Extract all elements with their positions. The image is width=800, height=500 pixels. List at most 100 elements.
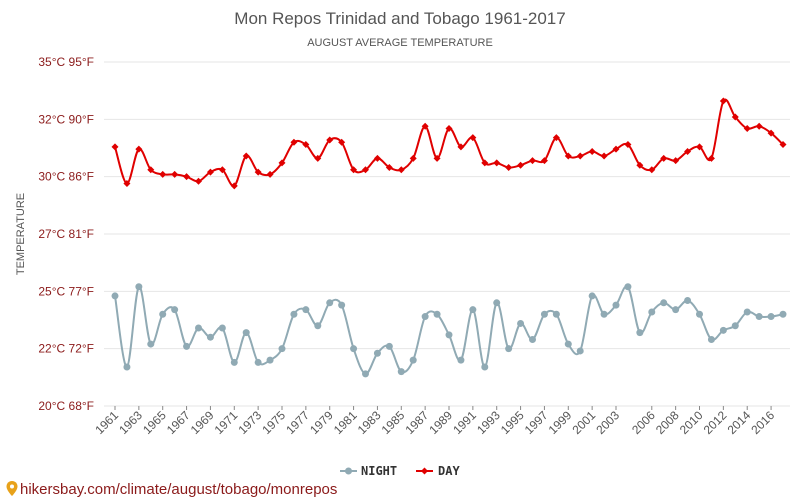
data-point-day xyxy=(254,168,262,176)
y-axis-ticks: 20°C 68°F 22°C 72°F 25°C 77°F 27°C 81°F 30°C… xyxy=(38,55,94,413)
x-tick-label: 1975 xyxy=(259,408,288,437)
data-point-day xyxy=(218,166,226,174)
x-tick-label: 1987 xyxy=(402,408,431,437)
data-point-night xyxy=(362,370,369,378)
data-point-day xyxy=(719,97,727,105)
x-tick-label: 1969 xyxy=(188,408,217,437)
data-point-night xyxy=(707,335,715,343)
data-point-night xyxy=(696,310,703,318)
data-point-day xyxy=(421,122,429,130)
data-point-night xyxy=(719,326,727,334)
chart-title: Mon Repos Trinidad and Tobago 1961-2017 xyxy=(234,9,565,28)
y-tick-label: 35°C 95°F xyxy=(38,55,94,69)
data-point-day xyxy=(111,143,119,151)
data-point-day xyxy=(278,159,286,167)
x-tick-label: 1993 xyxy=(474,408,503,437)
x-tick-label: 1961 xyxy=(92,408,121,437)
data-point-night xyxy=(111,292,119,300)
data-point-night xyxy=(326,299,334,307)
x-tick-label: 1971 xyxy=(212,408,241,437)
data-point-day xyxy=(314,154,322,162)
data-point-day xyxy=(612,145,620,153)
data-point-night xyxy=(731,322,739,330)
y-tick-label: 27°C 81°F xyxy=(38,227,94,241)
x-tick-label: 1995 xyxy=(498,408,527,437)
data-point-night xyxy=(469,306,477,314)
x-tick-label: 2014 xyxy=(725,408,754,437)
data-point-day xyxy=(648,166,656,174)
data-point-day xyxy=(171,170,179,178)
x-tick-label: 2006 xyxy=(629,408,658,437)
data-point-day xyxy=(779,141,787,149)
legend[interactable]: NIGHT DAY xyxy=(340,464,460,478)
data-point-day xyxy=(684,147,692,155)
data-point-night xyxy=(624,283,632,291)
legend-item-night[interactable]: NIGHT xyxy=(340,464,397,478)
x-tick-label: 1991 xyxy=(450,408,479,437)
data-point-night xyxy=(421,313,429,321)
y-tick-label: 30°C 86°F xyxy=(38,170,94,184)
watermark-link[interactable]: hikersbay.com/climate/august/tobago/monr… xyxy=(20,481,337,498)
data-point-day xyxy=(636,161,644,169)
x-tick-label: 1979 xyxy=(307,408,336,437)
data-point-day xyxy=(302,141,310,149)
data-point-night xyxy=(338,301,346,309)
data-point-night xyxy=(397,368,405,376)
legend-night-label: NIGHT xyxy=(361,464,397,478)
data-point-night xyxy=(576,347,584,355)
data-point-night xyxy=(302,306,310,314)
data-point-night xyxy=(171,306,179,314)
x-tick-label: 2016 xyxy=(748,408,777,437)
data-point-day xyxy=(469,134,477,142)
data-point-day xyxy=(397,166,405,174)
data-point-day xyxy=(624,141,632,149)
legend-night-marker xyxy=(345,467,352,475)
data-point-day xyxy=(731,113,739,121)
data-point-night xyxy=(230,358,238,366)
legend-item-day[interactable]: DAY xyxy=(416,464,460,478)
data-point-night xyxy=(218,324,226,332)
data-point-day xyxy=(743,125,751,133)
data-point-night xyxy=(540,310,548,318)
data-point-day xyxy=(505,163,513,171)
data-point-day xyxy=(672,157,680,165)
data-point-day xyxy=(147,166,155,174)
data-point-day xyxy=(755,122,763,130)
data-point-night xyxy=(648,308,656,316)
data-point-day xyxy=(457,143,465,151)
data-point-day xyxy=(409,154,417,162)
data-point-night xyxy=(254,358,262,366)
data-point-day xyxy=(206,168,214,176)
data-point-night xyxy=(767,313,775,321)
data-point-day xyxy=(159,170,167,178)
data-point-day xyxy=(195,177,202,185)
data-point-night xyxy=(314,322,322,330)
series-line-day xyxy=(114,98,784,187)
data-point-day xyxy=(433,154,441,162)
data-point-night xyxy=(743,308,751,316)
x-tick-label: 1973 xyxy=(235,408,264,437)
data-point-day xyxy=(445,125,453,133)
x-tick-label: 1983 xyxy=(355,408,384,437)
data-point-day xyxy=(183,173,191,181)
data-point-night xyxy=(493,299,501,307)
x-tick-label: 1997 xyxy=(522,408,551,437)
data-point-night xyxy=(135,283,143,291)
data-point-night xyxy=(445,331,453,339)
data-point-night xyxy=(660,299,668,307)
data-point-night xyxy=(350,345,358,353)
data-point-night xyxy=(600,310,608,318)
data-point-night xyxy=(409,356,417,364)
data-point-day xyxy=(767,129,775,137)
data-point-day xyxy=(123,180,131,188)
data-point-day xyxy=(696,143,703,151)
data-point-night xyxy=(505,345,513,353)
y-tick-label: 22°C 72°F xyxy=(38,342,94,356)
data-point-day xyxy=(707,154,715,162)
data-point-night xyxy=(517,319,525,327)
watermark[interactable]: hikersbay.com/climate/august/tobago/monr… xyxy=(6,481,338,498)
grid xyxy=(104,61,790,407)
data-point-night xyxy=(588,292,596,300)
